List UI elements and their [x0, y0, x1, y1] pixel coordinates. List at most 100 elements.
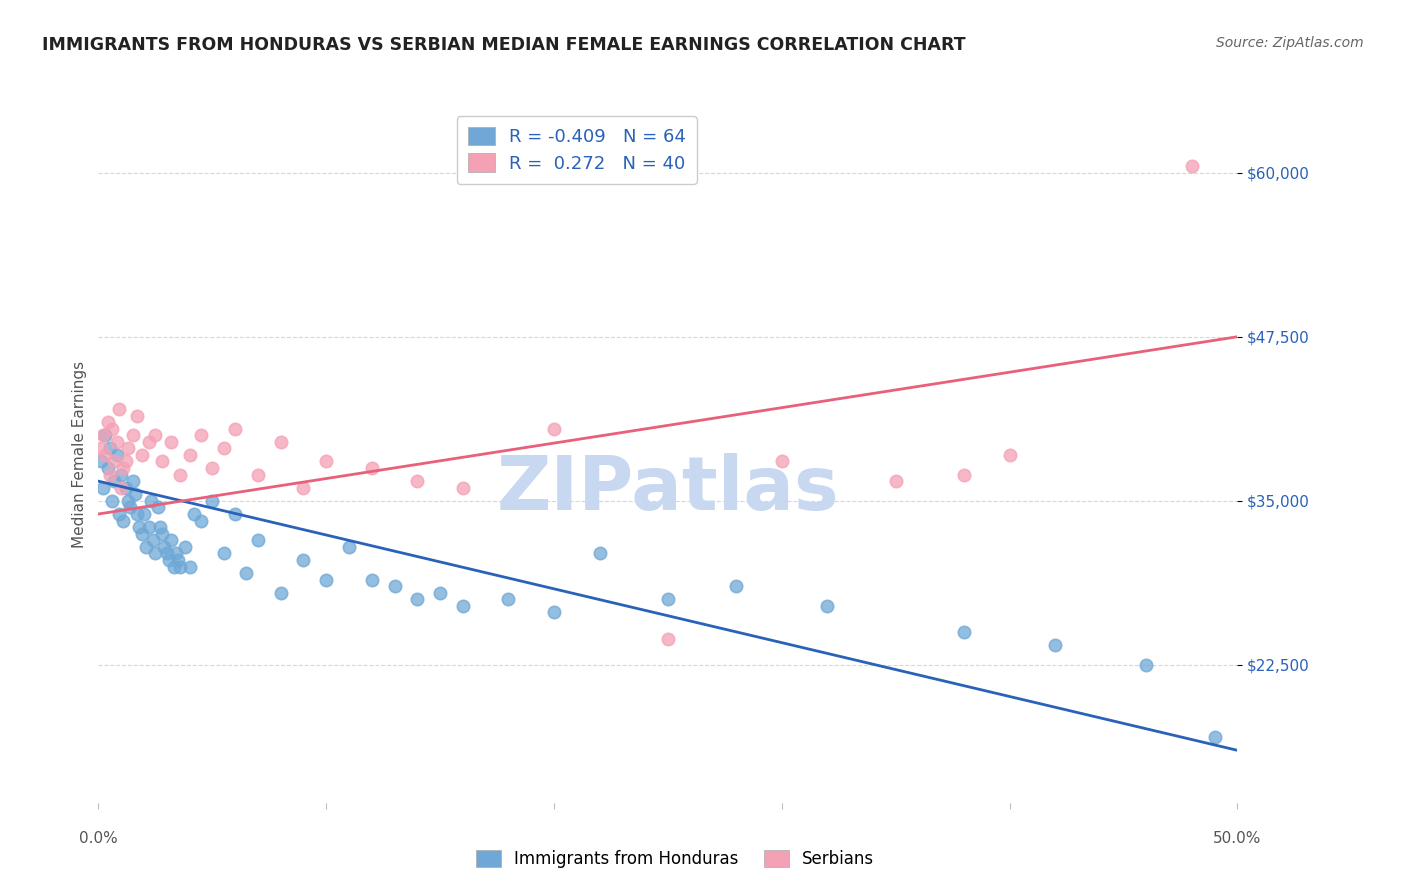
Point: [110, 481, 132, 495]
Point: [98, 442, 121, 456]
Point: [174, 540, 197, 554]
Point: [160, 434, 183, 449]
Point: [117, 442, 139, 456]
Point: [815, 599, 838, 613]
Text: IMMIGRANTS FROM HONDURAS VS SERBIAN MEDIAN FEMALE EARNINGS CORRELATION CHART: IMMIGRANTS FROM HONDURAS VS SERBIAN MEDI…: [42, 36, 966, 54]
Point: [128, 520, 150, 534]
Point: [360, 461, 382, 475]
Point: [543, 422, 565, 436]
Point: [406, 592, 429, 607]
Point: [114, 454, 136, 468]
Text: 0.0%: 0.0%: [79, 830, 118, 846]
Point: [179, 448, 201, 462]
Point: [145, 428, 167, 442]
Point: [94, 448, 117, 462]
Point: [1043, 638, 1066, 652]
Point: [179, 559, 201, 574]
Point: [103, 454, 125, 468]
Point: [270, 586, 292, 600]
Point: [770, 454, 793, 468]
Point: [246, 467, 269, 482]
Point: [190, 514, 212, 528]
Point: [139, 494, 162, 508]
Point: [156, 546, 179, 560]
Point: [105, 448, 128, 462]
Point: [131, 448, 153, 462]
Point: [124, 487, 146, 501]
Point: [165, 546, 187, 560]
Point: [190, 428, 212, 442]
Point: [150, 454, 173, 468]
Point: [101, 494, 124, 508]
Point: [884, 474, 907, 488]
Point: [135, 540, 157, 554]
Text: Source: ZipAtlas.com: Source: ZipAtlas.com: [1216, 36, 1364, 50]
Point: [110, 467, 132, 482]
Point: [149, 520, 172, 534]
Point: [132, 507, 155, 521]
Point: [169, 467, 191, 482]
Point: [98, 467, 121, 482]
Point: [120, 500, 142, 515]
Point: [121, 474, 143, 488]
Point: [1181, 159, 1204, 173]
Legend: R = -0.409   N = 64, R =  0.272   N = 40: R = -0.409 N = 64, R = 0.272 N = 40: [457, 116, 697, 184]
Point: [360, 573, 382, 587]
Point: [270, 434, 292, 449]
Point: [451, 481, 474, 495]
Text: 50.0%: 50.0%: [1213, 830, 1261, 846]
Point: [212, 546, 235, 560]
Point: [429, 586, 451, 600]
Point: [96, 415, 118, 429]
Point: [121, 428, 143, 442]
Point: [96, 461, 118, 475]
Point: [725, 579, 748, 593]
Point: [114, 481, 136, 495]
Legend: Immigrants from Honduras, Serbians: Immigrants from Honduras, Serbians: [470, 843, 880, 875]
Text: ZIPatlas: ZIPatlas: [496, 453, 839, 526]
Point: [201, 461, 224, 475]
Point: [146, 500, 169, 515]
Point: [153, 540, 176, 554]
Point: [108, 507, 131, 521]
Point: [108, 401, 131, 416]
Point: [112, 514, 135, 528]
Point: [105, 434, 128, 449]
Point: [145, 546, 167, 560]
Point: [169, 559, 191, 574]
Point: [224, 422, 246, 436]
Point: [315, 454, 337, 468]
Point: [498, 592, 520, 607]
Point: [167, 553, 190, 567]
Point: [953, 467, 976, 482]
Point: [657, 632, 679, 646]
Point: [127, 409, 149, 423]
Point: [588, 546, 610, 560]
Point: [127, 507, 149, 521]
Point: [224, 507, 246, 521]
Point: [543, 606, 565, 620]
Point: [212, 442, 235, 456]
Point: [91, 428, 114, 442]
Point: [246, 533, 269, 548]
Point: [150, 526, 173, 541]
Y-axis label: Median Female Earnings: Median Female Earnings: [72, 361, 87, 549]
Point: [235, 566, 257, 580]
Point: [1204, 730, 1226, 744]
Point: [201, 494, 224, 508]
Point: [112, 461, 135, 475]
Point: [90, 454, 112, 468]
Point: [183, 507, 205, 521]
Point: [90, 442, 112, 456]
Point: [315, 573, 337, 587]
Point: [160, 533, 183, 548]
Point: [101, 422, 124, 436]
Point: [91, 481, 114, 495]
Point: [998, 448, 1021, 462]
Point: [162, 559, 184, 574]
Point: [406, 474, 429, 488]
Point: [657, 592, 679, 607]
Point: [131, 526, 153, 541]
Point: [451, 599, 474, 613]
Point: [142, 533, 165, 548]
